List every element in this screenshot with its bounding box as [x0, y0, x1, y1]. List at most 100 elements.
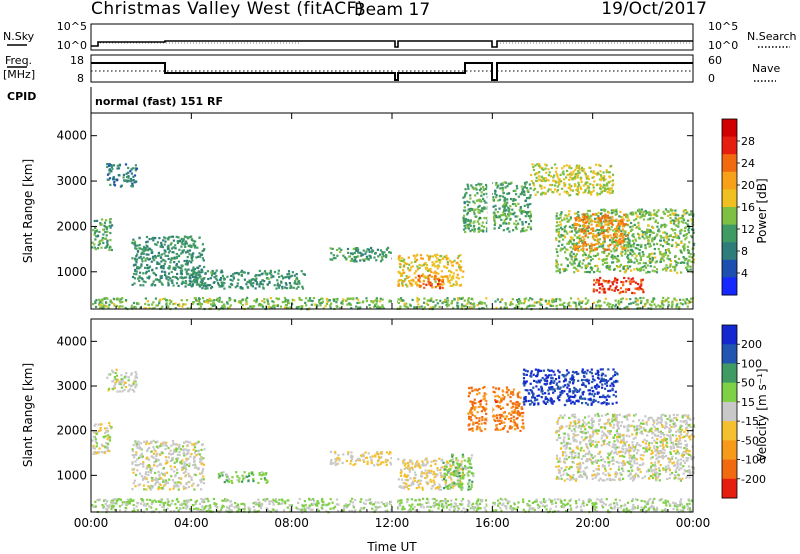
power-cell	[185, 240, 188, 243]
power-cell	[473, 302, 476, 305]
power-cell	[417, 274, 420, 277]
power-cell	[326, 300, 329, 303]
velocity-cell	[171, 452, 174, 455]
power-cell	[653, 297, 656, 300]
power-cell	[185, 276, 188, 279]
power-cell	[102, 228, 105, 231]
power-cell	[544, 177, 547, 180]
power-cell	[639, 307, 642, 310]
power-cell	[312, 297, 316, 300]
power-cell	[223, 303, 226, 306]
power-cell	[385, 256, 388, 259]
power-cell	[289, 275, 292, 278]
power-cell	[580, 301, 583, 304]
power-cell	[619, 219, 622, 222]
power-cell	[266, 283, 269, 286]
velocity-cell	[452, 463, 455, 466]
power-cell	[450, 278, 453, 281]
power-cell	[557, 217, 560, 220]
power-cell	[640, 280, 643, 283]
power-cell	[355, 260, 358, 263]
power-cell	[360, 254, 363, 257]
velocity-cell	[131, 450, 134, 453]
power-cell	[512, 229, 515, 232]
power-cell	[515, 304, 518, 307]
power-cell	[158, 262, 161, 266]
power-cell	[404, 262, 407, 265]
power-cell	[574, 227, 577, 230]
velocity-cell	[201, 443, 204, 446]
power-cell	[638, 262, 642, 265]
power-cell	[98, 230, 101, 233]
velocity-cell	[366, 460, 369, 463]
power-cell	[180, 273, 183, 276]
power-cell	[605, 171, 608, 174]
velocity-cell	[136, 441, 139, 444]
velocity-cell	[403, 473, 406, 476]
velocity-cell	[262, 473, 265, 476]
power-cell	[619, 263, 623, 266]
power-cell	[677, 261, 680, 264]
power-cell	[656, 225, 659, 228]
power-cell	[445, 258, 448, 261]
power-cell	[657, 304, 660, 307]
power-cell	[561, 303, 564, 306]
power-cell	[634, 239, 638, 242]
power-cell	[577, 191, 580, 194]
power-heatmap-data	[91, 113, 696, 311]
power-cell	[564, 251, 567, 254]
power-cell	[609, 285, 612, 288]
power-cell	[133, 277, 136, 280]
power-cell	[295, 276, 298, 279]
velocity-cell	[150, 467, 154, 470]
power-cell	[606, 223, 609, 226]
power-cell	[538, 175, 541, 178]
power-cell	[138, 275, 141, 278]
power-cell	[574, 248, 577, 251]
power-cell	[443, 299, 447, 302]
power-cell	[523, 204, 526, 207]
power-cell	[666, 257, 669, 260]
power-cell	[619, 287, 623, 290]
velocity-cell	[400, 486, 403, 489]
velocity-cell	[106, 438, 109, 441]
power-cell	[499, 224, 502, 227]
velocity-cell	[163, 441, 166, 444]
velocity-cell	[164, 462, 167, 465]
power-cell	[501, 183, 504, 186]
velocity-cell	[440, 466, 443, 469]
power-cell	[563, 301, 566, 304]
power-cell	[509, 182, 512, 185]
velocity-cell	[350, 459, 353, 463]
power-cell	[145, 241, 148, 244]
velocity-cell	[388, 452, 391, 456]
power-cell	[612, 209, 615, 212]
power-cell	[686, 223, 689, 226]
power-cell	[575, 222, 578, 226]
power-cell	[340, 301, 343, 304]
power-cell	[621, 248, 624, 251]
power-cell	[493, 218, 496, 221]
power-cell	[576, 245, 579, 248]
power-cell	[647, 211, 650, 214]
power-cell	[397, 257, 400, 260]
power-cell	[578, 303, 581, 306]
power-cell	[563, 218, 566, 221]
power-cell	[584, 243, 587, 246]
power-cell	[469, 219, 472, 222]
power-cell	[674, 254, 677, 258]
power-cell	[568, 210, 571, 213]
power-cell	[298, 296, 301, 300]
power-cell	[101, 236, 104, 240]
velocity-cell	[173, 481, 176, 484]
power-cell	[581, 300, 584, 303]
velocity-cell	[441, 458, 444, 461]
velocity-cell	[195, 454, 198, 457]
power-cell	[273, 284, 276, 287]
power-cell	[633, 292, 636, 295]
power-cell	[542, 177, 545, 180]
power-cell	[462, 196, 465, 199]
power-cell	[589, 259, 593, 262]
power-cell	[590, 193, 593, 196]
power-cell	[247, 271, 250, 275]
